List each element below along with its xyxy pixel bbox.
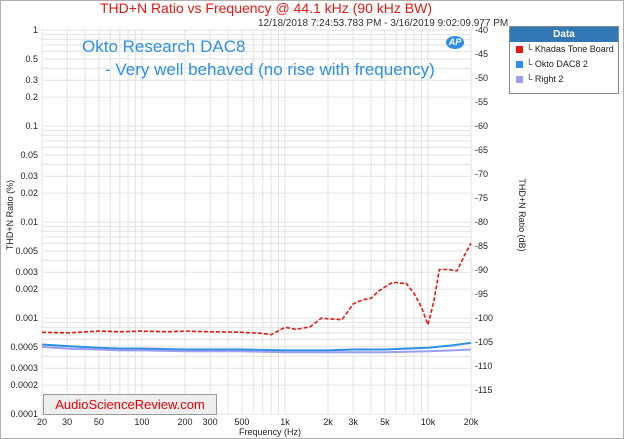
x-tick-label: 10k bbox=[421, 417, 436, 427]
y-tick-label-right: -95 bbox=[475, 289, 488, 299]
y-tick-label-right: -80 bbox=[475, 217, 488, 227]
x-tick-label: 200 bbox=[177, 417, 192, 427]
legend-header: Data bbox=[510, 27, 618, 42]
legend-swatch bbox=[516, 46, 523, 53]
x-tick-label: 30 bbox=[62, 417, 72, 427]
legend-swatch bbox=[516, 61, 523, 68]
series-line-1 bbox=[41, 341, 472, 352]
y-tick-label: 0.0002 bbox=[10, 380, 38, 390]
annotation-device: Okto Research DAC8 bbox=[82, 37, 246, 56]
y-tick-label: 0.1 bbox=[25, 121, 38, 131]
legend-item-okto[interactable]: └ Okto DAC8 2 bbox=[510, 57, 618, 72]
y-tick-label-right: -60 bbox=[475, 121, 488, 131]
x-tick-label: 500 bbox=[234, 417, 249, 427]
y-tick-label-right: -110 bbox=[475, 361, 492, 371]
x-tick-label: 20 bbox=[37, 417, 47, 427]
y-tick-label-right: -90 bbox=[475, 265, 488, 275]
x-tick-label: 3k bbox=[348, 417, 358, 427]
x-tick-label: 20k bbox=[464, 417, 479, 427]
y-tick-label: 0.02 bbox=[20, 188, 38, 198]
y-tick-label-right: -85 bbox=[475, 241, 488, 251]
y-tick-label: 1 bbox=[33, 25, 38, 35]
y-tick-label: 0.002 bbox=[15, 284, 38, 294]
y-tick-label: 0.2 bbox=[25, 92, 38, 102]
y-tick-label: 0.5 bbox=[25, 54, 38, 64]
chart-subtitle: 12/18/2018 7:24:53.783 PM - 3/16/2019 9:… bbox=[258, 18, 509, 29]
x-axis-label: Frequency (Hz) bbox=[238, 427, 301, 437]
y-tick-label-right: -45 bbox=[475, 49, 488, 59]
y-tick-label: 0.01 bbox=[20, 217, 38, 227]
y-axis-label-right: THD+N Ratio (dB) bbox=[517, 178, 527, 252]
x-tick-label: 50 bbox=[94, 417, 104, 427]
series-line-2 bbox=[41, 345, 472, 354]
chart-title: THD+N Ratio vs Frequency @ 44.1 kHz (90 … bbox=[100, 0, 433, 16]
y-tick-label: 0.003 bbox=[15, 267, 38, 277]
x-tick-label: 2k bbox=[323, 417, 333, 427]
y-tick-label-right: -100 bbox=[475, 313, 493, 323]
y-tick-label: 0.3 bbox=[25, 75, 38, 85]
legend-item-label: └ Khadas Tone Board bbox=[526, 44, 614, 54]
y-tick-label-right: -40 bbox=[475, 25, 488, 35]
y-tick-label-right: -105 bbox=[475, 337, 493, 347]
y-tick-label: 0.05 bbox=[20, 150, 38, 160]
x-tick-label: 100 bbox=[134, 417, 149, 427]
y-tick-label: 0.0001 bbox=[10, 409, 38, 419]
y-tick-label-right: -70 bbox=[475, 169, 488, 179]
legend-item-right[interactable]: └ Right 2 bbox=[510, 72, 618, 87]
legend-swatch bbox=[516, 76, 523, 83]
series-line-0 bbox=[41, 242, 472, 336]
watermark: AudioScienceReview.com bbox=[43, 394, 217, 415]
legend-item-khadas[interactable]: └ Khadas Tone Board bbox=[510, 42, 618, 57]
y-tick-label-right: -55 bbox=[475, 97, 488, 107]
ap-logo-icon: AP bbox=[446, 36, 464, 49]
x-tick-label: 1k bbox=[280, 417, 290, 427]
legend-item-label: └ Right 2 bbox=[526, 74, 564, 84]
y-tick-label-right: -115 bbox=[475, 385, 492, 395]
y-tick-label: 0.0003 bbox=[10, 363, 38, 373]
y-tick-label-right: -75 bbox=[475, 193, 488, 203]
y-tick-label: 0.03 bbox=[20, 171, 38, 181]
legend[interactable]: Data └ Khadas Tone Board └ Okto DAC8 2 └… bbox=[509, 26, 619, 94]
x-tick-label: 5k bbox=[380, 417, 390, 427]
y-axis-label-left: THD+N Ratio (%) bbox=[5, 179, 15, 251]
y-tick-label: 0.001 bbox=[15, 313, 38, 323]
y-tick-label-right: -50 bbox=[475, 73, 488, 83]
y-tick-label: 0.0005 bbox=[10, 342, 38, 352]
legend-item-label: └ Okto DAC8 2 bbox=[526, 59, 588, 69]
annotation-comment: - Very well behaved (no rise with freque… bbox=[105, 60, 435, 79]
x-tick-label: 300 bbox=[203, 417, 218, 427]
y-tick-label: 0.005 bbox=[15, 246, 38, 256]
y-tick-label-right: -65 bbox=[475, 145, 488, 155]
